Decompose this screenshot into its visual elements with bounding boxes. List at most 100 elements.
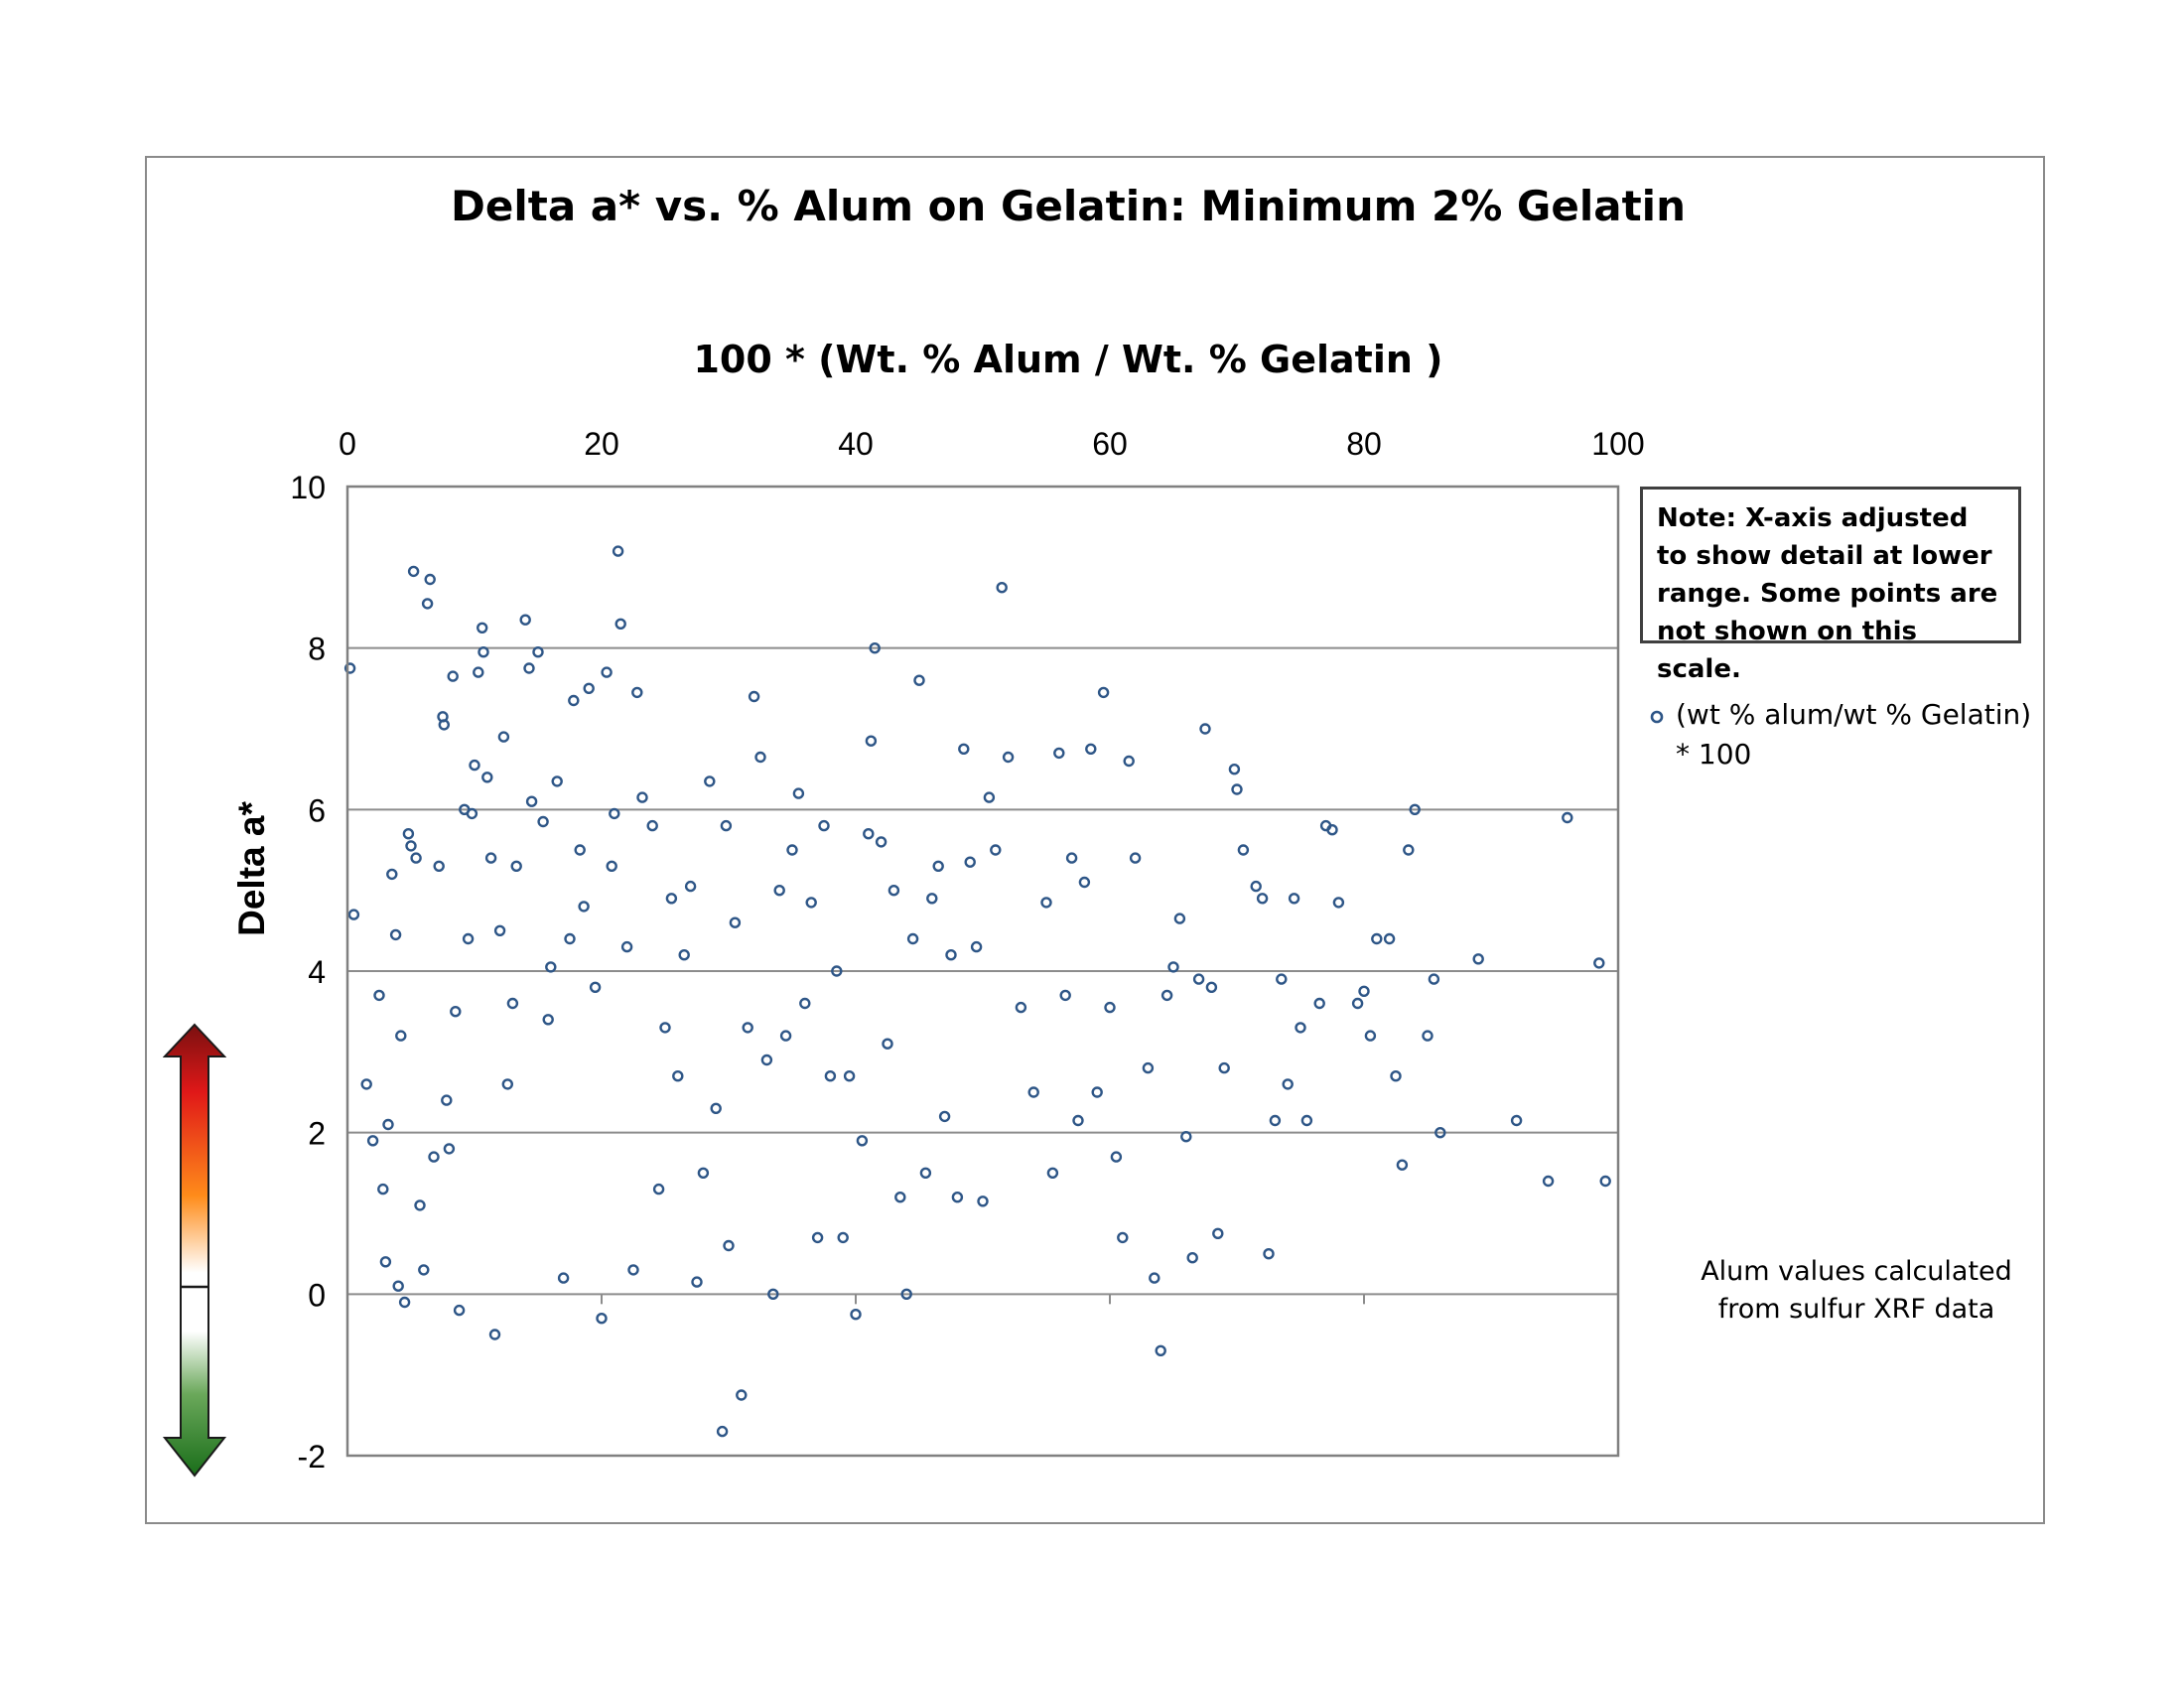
data-point xyxy=(1173,913,1186,924)
color-scale-arrow-icon xyxy=(163,1023,226,1477)
data-point xyxy=(1167,961,1179,973)
data-point xyxy=(438,719,450,731)
data-point xyxy=(1409,803,1421,815)
data-point xyxy=(373,989,385,1002)
data-point xyxy=(938,1110,951,1123)
data-point xyxy=(574,844,586,856)
data-point xyxy=(863,828,875,840)
data-point xyxy=(983,791,996,803)
chart-title: Delta a* vs. % Alum on Gelatin: Minimum … xyxy=(451,182,1686,230)
data-point xyxy=(405,840,417,852)
data-point xyxy=(646,819,658,832)
data-point xyxy=(1542,1175,1555,1188)
data-point xyxy=(578,901,590,913)
data-point xyxy=(1228,764,1241,775)
data-point xyxy=(506,997,519,1010)
data-point xyxy=(1205,981,1218,993)
data-point xyxy=(347,909,360,920)
data-point xyxy=(767,1288,779,1301)
data-point xyxy=(945,949,957,961)
y-tick-label: 6 xyxy=(308,792,326,828)
data-point xyxy=(742,1022,753,1034)
data-point xyxy=(443,1143,456,1155)
data-point xyxy=(875,836,887,848)
data-point xyxy=(614,618,626,630)
data-point xyxy=(366,1135,379,1147)
data-point xyxy=(1040,897,1052,909)
y-tick-labels: -2 0 2 4 6 8 10 xyxy=(290,470,326,1475)
footnote-line-1: Alum values calculated xyxy=(1701,1256,2012,1287)
data-point xyxy=(958,743,970,755)
data-point xyxy=(583,682,595,694)
data-point xyxy=(1256,893,1269,905)
data-point xyxy=(1053,747,1065,760)
data-point xyxy=(1199,723,1211,735)
data-point xyxy=(684,880,697,893)
data-point xyxy=(1510,1114,1523,1127)
data-point xyxy=(1078,876,1091,889)
x-tick-labels: 0 20 40 60 80 100 xyxy=(339,426,1645,462)
data-point xyxy=(1231,783,1243,795)
data-point xyxy=(596,1312,608,1325)
data-point xyxy=(389,928,402,941)
data-point xyxy=(894,1191,906,1203)
data-point xyxy=(493,924,506,936)
data-point xyxy=(402,828,415,840)
x-tick-label: 60 xyxy=(1092,426,1128,462)
data-point xyxy=(392,1280,404,1292)
data-point xyxy=(523,662,535,674)
data-point xyxy=(1282,1078,1294,1090)
data-point xyxy=(1129,852,1142,864)
data-point xyxy=(477,622,488,633)
data-point xyxy=(589,981,602,993)
data-point xyxy=(932,860,944,872)
data-point xyxy=(951,1191,964,1203)
data-point xyxy=(1351,997,1364,1010)
data-point xyxy=(379,1256,392,1268)
data-point xyxy=(557,1272,570,1284)
data-point xyxy=(1364,1030,1377,1042)
data-point xyxy=(792,787,805,799)
data-point xyxy=(1142,1061,1155,1074)
data-point xyxy=(837,1231,849,1244)
data-point xyxy=(488,1329,501,1340)
data-point xyxy=(678,949,690,961)
data-point xyxy=(659,1022,671,1034)
data-point xyxy=(754,751,766,764)
data-point xyxy=(652,1183,665,1196)
data-point xyxy=(466,807,478,820)
data-point xyxy=(1117,1231,1129,1244)
data-point xyxy=(818,819,830,832)
data-point xyxy=(1059,989,1071,1002)
data-point xyxy=(1332,897,1345,909)
data-point xyxy=(1434,1126,1446,1139)
data-point xyxy=(970,940,983,953)
x-axis-label: 100 * (Wt. % Alum / Wt. % Gelatin ) xyxy=(693,338,1443,381)
data-point xyxy=(453,1304,466,1317)
data-point xyxy=(601,666,613,678)
data-point xyxy=(697,1167,710,1180)
data-point xyxy=(428,1151,440,1163)
data-point xyxy=(1192,973,1205,985)
data-point xyxy=(1180,1130,1192,1143)
data-point xyxy=(1091,1086,1103,1098)
data-point xyxy=(691,1276,703,1288)
data-point xyxy=(996,582,1008,594)
data-point xyxy=(1237,844,1250,856)
data-point xyxy=(386,868,398,881)
data-point xyxy=(824,1069,837,1082)
data-point xyxy=(831,965,843,977)
y-tick-label: 10 xyxy=(290,470,326,505)
data-point xyxy=(360,1078,372,1090)
note-box: Note: X-axis adjusted to show detail at … xyxy=(1640,487,2021,684)
data-point xyxy=(799,997,811,1010)
data-point xyxy=(720,819,733,832)
data-point xyxy=(1428,973,1440,985)
data-point xyxy=(501,1078,513,1090)
data-point xyxy=(636,791,648,803)
footnote: Alum values calculated from sulfur XRF d… xyxy=(1688,1253,2025,1329)
data-point xyxy=(964,856,976,868)
legend-entry-label: (wt % alum/wt % Gelatin) * 100 xyxy=(1676,698,2032,771)
data-point xyxy=(1276,973,1288,985)
